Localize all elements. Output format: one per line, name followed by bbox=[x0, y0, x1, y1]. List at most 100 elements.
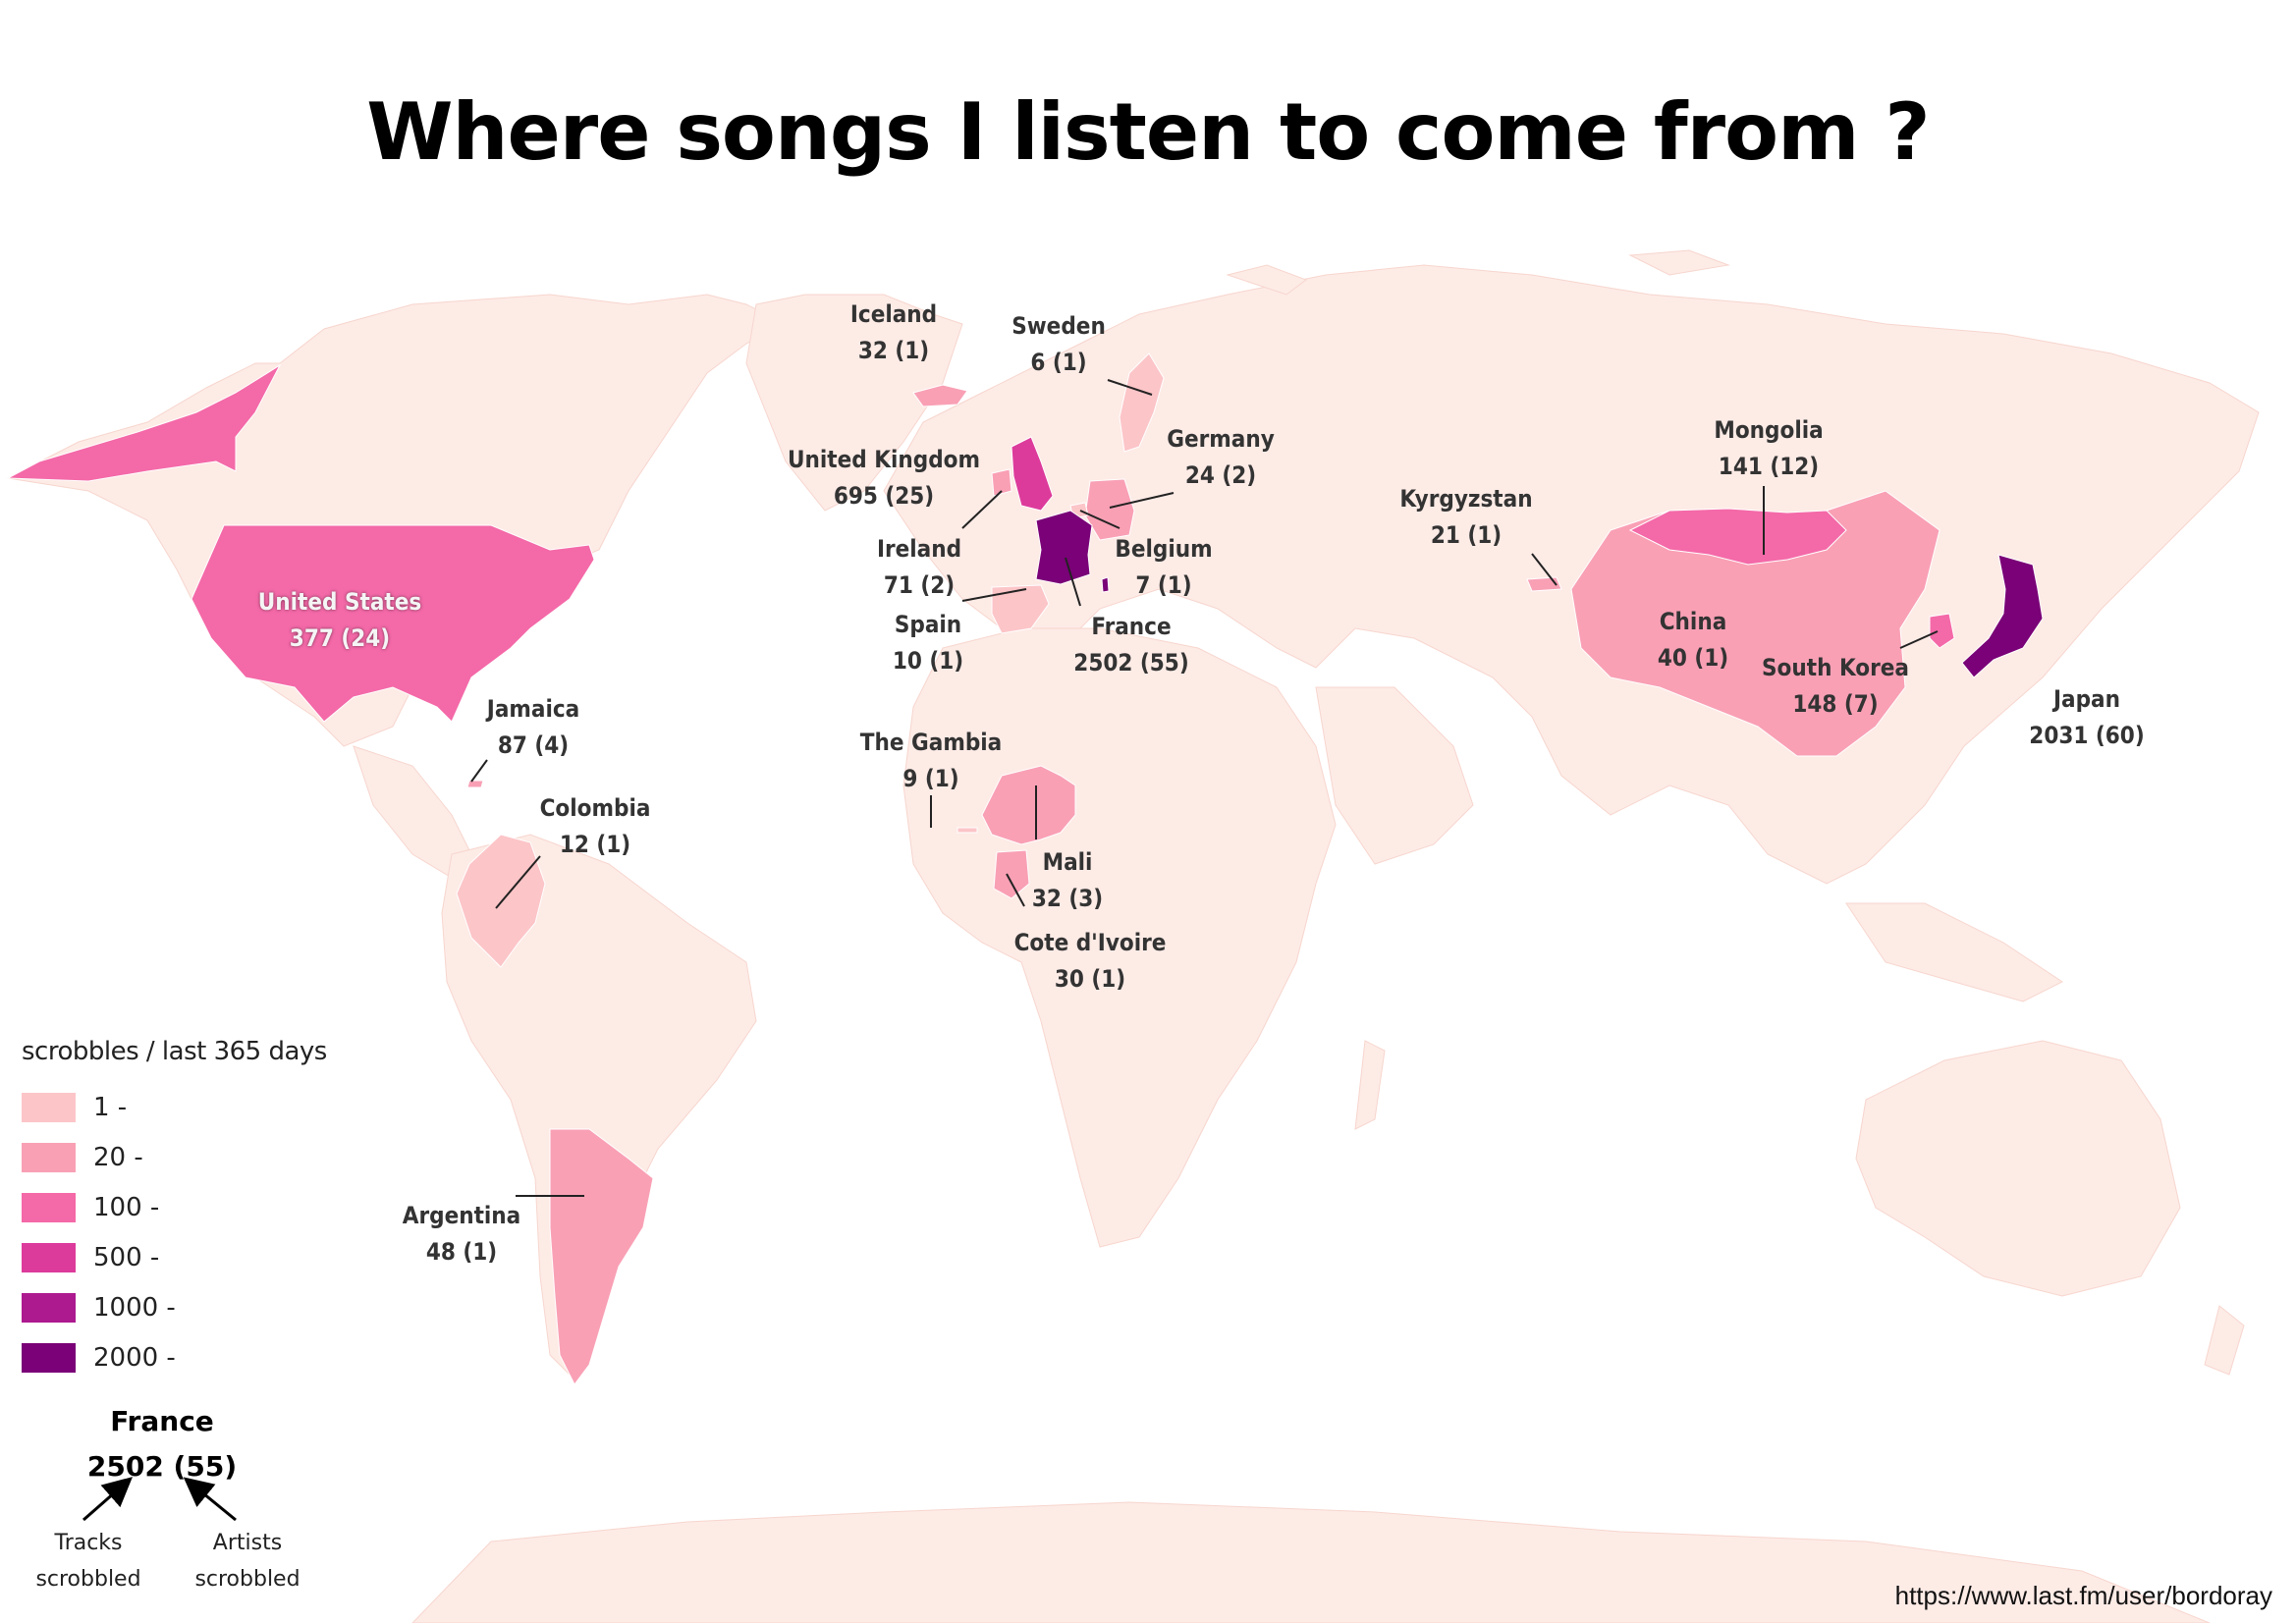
region-mongolia bbox=[1628, 508, 1847, 566]
label-the-gambia: The Gambia 9 (1) bbox=[860, 725, 1002, 797]
label-iceland: Iceland 32 (1) bbox=[850, 297, 937, 369]
leader-kyrgyzstan bbox=[1531, 553, 1558, 586]
label-jamaica-value: 87 (4) bbox=[497, 731, 570, 759]
leader-colombia bbox=[495, 855, 541, 909]
label-united-kingdom: United Kingdom 695 (25) bbox=[788, 442, 980, 514]
label-jamaica: Jamaica 87 (4) bbox=[487, 691, 579, 764]
note-artists: Artists scrobbled bbox=[189, 1525, 306, 1597]
label-kyrgyzstan: Kyrgyzstan 21 (1) bbox=[1399, 481, 1532, 554]
region-argentina bbox=[549, 1128, 654, 1385]
label-france-value: 2502 (55) bbox=[1073, 649, 1189, 676]
map-title: Where songs I listen to come from ? bbox=[366, 86, 1930, 178]
example-country: France bbox=[110, 1405, 214, 1437]
label-kyrgyzstan-value: 21 (1) bbox=[1430, 521, 1503, 549]
region-colombia bbox=[456, 834, 546, 968]
example-value: 2502 (55) bbox=[86, 1450, 238, 1483]
label-spain-name: Spain bbox=[894, 611, 962, 638]
arrow-artists bbox=[183, 1477, 237, 1522]
label-south-korea-name: South Korea bbox=[1762, 654, 1909, 681]
leader-jamaica bbox=[470, 759, 488, 783]
legend-label: 1000 - bbox=[93, 1292, 176, 1323]
land-madagascar bbox=[1354, 1040, 1386, 1130]
note-tracks: Tracks scrobbled bbox=[29, 1525, 147, 1597]
leader-ireland bbox=[961, 588, 1027, 602]
label-mali-name: Mali bbox=[1042, 848, 1093, 876]
region-france bbox=[1035, 510, 1093, 585]
label-spain: Spain 10 (1) bbox=[893, 607, 963, 679]
label-mongolia-name: Mongolia bbox=[1714, 416, 1824, 444]
arrow-tracks bbox=[82, 1477, 134, 1522]
example-key: France 2502 (55) bbox=[59, 1399, 265, 1489]
region-corsica bbox=[1101, 576, 1110, 593]
legend-label: 100 - bbox=[93, 1192, 160, 1222]
label-germany: Germany 24 (2) bbox=[1167, 421, 1275, 494]
legend-item: 1 - bbox=[22, 1082, 327, 1132]
label-argentina-name: Argentina bbox=[402, 1202, 521, 1229]
label-uk-value: 695 (25) bbox=[833, 482, 935, 510]
label-belgium-value: 7 (1) bbox=[1135, 571, 1192, 599]
label-germany-value: 24 (2) bbox=[1184, 461, 1257, 489]
label-france: France 2502 (55) bbox=[1073, 609, 1188, 681]
leader-uk bbox=[961, 490, 1003, 529]
label-mali: Mali 32 (3) bbox=[1032, 844, 1103, 917]
land-greenland bbox=[745, 294, 963, 512]
label-gambia-name: The Gambia bbox=[859, 729, 1003, 756]
legend-label: 20 - bbox=[93, 1142, 143, 1172]
label-japan-value: 2031 (60) bbox=[2029, 722, 2145, 749]
legend-item: 20 - bbox=[22, 1132, 327, 1182]
label-iceland-value: 32 (1) bbox=[857, 337, 930, 364]
label-sweden: Sweden 6 (1) bbox=[1011, 308, 1106, 381]
label-gambia-value: 9 (1) bbox=[902, 765, 959, 792]
legend-swatch bbox=[22, 1292, 76, 1323]
label-japan-name: Japan bbox=[2052, 685, 2120, 713]
leader-belgium bbox=[1079, 510, 1121, 529]
label-france-name: France bbox=[1091, 613, 1172, 640]
region-gambia bbox=[957, 827, 978, 834]
region-uk bbox=[1011, 436, 1054, 512]
legend-swatch bbox=[22, 1242, 76, 1272]
region-cote-divoire bbox=[993, 849, 1030, 899]
label-mongolia: Mongolia 141 (12) bbox=[1714, 412, 1823, 485]
label-iceland-name: Iceland bbox=[849, 300, 938, 328]
label-argentina: Argentina 48 (1) bbox=[403, 1198, 521, 1271]
label-us-name: United States bbox=[257, 588, 422, 616]
leader-cote-divoire bbox=[1006, 873, 1025, 907]
label-ireland: Ireland 71 (2) bbox=[877, 531, 961, 604]
label-sweden-value: 6 (1) bbox=[1030, 349, 1087, 376]
region-ireland bbox=[991, 468, 1012, 497]
label-belgium-name: Belgium bbox=[1115, 535, 1213, 563]
legend-swatch bbox=[22, 1142, 76, 1172]
label-kyrgyzstan-name: Kyrgyzstan bbox=[1399, 485, 1533, 513]
source-url: https://www.last.fm/user/bordoray bbox=[1894, 1581, 2272, 1610]
note-artists-line1: Artists bbox=[212, 1531, 283, 1555]
label-mali-value: 32 (3) bbox=[1031, 885, 1104, 912]
land-eurasia bbox=[883, 264, 2260, 885]
note-tracks-line2: scrobbled bbox=[35, 1567, 141, 1592]
label-south-korea: South Korea 148 (7) bbox=[1762, 650, 1909, 723]
land-se-asia bbox=[1845, 902, 2063, 1002]
leader-south-korea bbox=[1899, 630, 1939, 649]
label-sweden-name: Sweden bbox=[1011, 312, 1106, 340]
label-cote-divoire-value: 30 (1) bbox=[1054, 965, 1126, 993]
label-ireland-value: 71 (2) bbox=[883, 571, 956, 599]
label-japan: Japan 2031 (60) bbox=[2029, 681, 2144, 754]
label-ireland-name: Ireland bbox=[876, 535, 962, 563]
legend-item: 1000 - bbox=[22, 1282, 327, 1332]
land-north-america bbox=[6, 294, 788, 747]
label-united-states: United States 377 (24) bbox=[258, 584, 422, 657]
land-new-zealand bbox=[2204, 1305, 2245, 1376]
legend-swatch bbox=[22, 1342, 76, 1373]
label-china-value: 40 (1) bbox=[1657, 644, 1729, 672]
legend-label: 1 - bbox=[93, 1092, 128, 1122]
label-us-value: 377 (24) bbox=[289, 624, 391, 652]
label-argentina-value: 48 (1) bbox=[425, 1238, 498, 1266]
region-united-states bbox=[191, 524, 595, 723]
land-arctic-islands bbox=[1226, 249, 1730, 296]
label-jamaica-name: Jamaica bbox=[486, 695, 580, 723]
label-uk-name: United Kingdom bbox=[788, 446, 980, 473]
legend-swatch bbox=[22, 1192, 76, 1222]
label-spain-value: 10 (1) bbox=[892, 647, 964, 675]
land-antarctica bbox=[411, 1501, 2211, 1623]
legend: scrobbles / last 365 days 1 - 20 - 100 -… bbox=[22, 1037, 327, 1382]
